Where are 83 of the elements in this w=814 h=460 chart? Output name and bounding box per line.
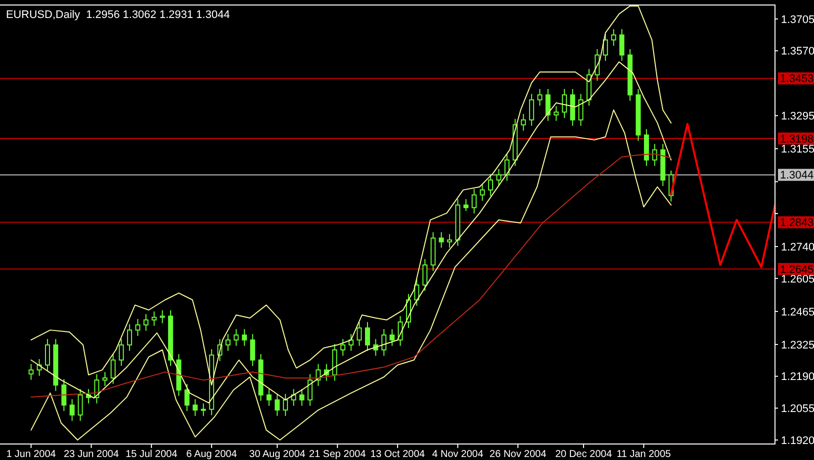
candlestick [438, 232, 444, 248]
candlestick [135, 318, 140, 336]
candlestick [160, 310, 165, 324]
candlestick [529, 93, 534, 126]
candlestick [545, 88, 550, 122]
candlestick [242, 328, 247, 346]
y-tick-label: 1.3295 [781, 110, 814, 122]
y-tick-label: 1.3570 [781, 46, 814, 58]
candlestick [472, 188, 477, 214]
ref-line-label: 1.3453 [780, 73, 814, 86]
candlestick [61, 378, 66, 412]
candlestick [226, 334, 231, 352]
candlestick [200, 402, 206, 416]
candlestick [143, 314, 148, 332]
y-tick-label: 1.3705 [781, 14, 814, 26]
candlestick [291, 388, 296, 406]
candlestick [414, 278, 420, 306]
candlestick [381, 328, 386, 356]
candlestick [652, 143, 658, 166]
candlestick [496, 168, 502, 186]
candlestick [364, 322, 370, 352]
ref-line-label: 1.2645 [780, 264, 814, 276]
y-tick-label: 1.2605 [781, 273, 814, 286]
x-tick-label: 26 Nov 2004 [490, 449, 547, 460]
y-tick-label: 1.2465 [781, 306, 814, 318]
candlestick [44, 338, 50, 372]
ref-line-label: 1.2843 [780, 217, 814, 230]
candlestick [78, 388, 83, 422]
candlestick [390, 328, 395, 346]
candlestick [299, 388, 304, 406]
candlestick [127, 324, 132, 352]
y-tick-label: 1.1920 [781, 434, 814, 447]
candlestick [520, 113, 526, 132]
x-tick-label: 6 Aug 2004 [186, 449, 238, 460]
x-tick-label: 1 Jun 2004 [6, 449, 56, 460]
y-tick-label: 1.2190 [781, 371, 814, 384]
ref-line-label: 1.3198 [780, 133, 814, 146]
candlestick [422, 258, 428, 292]
candlestick [578, 93, 584, 126]
x-tick-label: 21 Sep 2004 [309, 449, 366, 460]
candlestick [356, 322, 362, 346]
candlestick [463, 198, 468, 212]
candlestick [308, 374, 313, 406]
x-tick-label: 23 Jun 2004 [64, 449, 120, 460]
y-tick-label: 1.2055 [781, 402, 814, 415]
candlestick [250, 334, 256, 366]
x-tick-label: 13 Oct 2004 [370, 449, 426, 460]
y-tick-label: 1.2740 [781, 241, 814, 254]
candlestick [488, 174, 494, 196]
y-tick-label: 1.3155 [781, 144, 814, 156]
candlestick [28, 364, 34, 380]
candlestick [184, 384, 190, 412]
line-series [670, 122, 775, 268]
candlestick [118, 338, 124, 366]
candlestick [152, 310, 157, 326]
candlestick [602, 34, 608, 62]
y-tick-label: 1.2325 [781, 339, 814, 352]
candlestick [537, 88, 542, 106]
candlestick [266, 388, 272, 406]
x-tick-label: 15 Jul 2004 [126, 449, 178, 460]
candlestick [611, 28, 616, 46]
candlestick [562, 88, 567, 118]
x-tick-label: 4 Nov 2004 [432, 449, 484, 460]
chart-title: EURUSD,Daily 1.2956 1.3062 1.2931 1.3044 [6, 9, 230, 21]
x-tick-label: 20 Dec 2004 [555, 449, 612, 460]
candlestick [110, 354, 116, 384]
candlestick [340, 338, 346, 356]
x-tick-label: 30 Aug 2004 [249, 449, 306, 460]
candlestick [70, 398, 75, 422]
candlestick [102, 372, 108, 386]
candlestick [234, 328, 239, 346]
candlestick [447, 234, 452, 248]
candlestick [480, 184, 485, 202]
candlestick [619, 28, 624, 62]
candlestick [504, 154, 510, 182]
candlestick [282, 393, 288, 416]
ref-line-label: 1.3044 [780, 170, 814, 182]
candlestick [348, 334, 354, 352]
candlestick [594, 48, 600, 82]
candlestick [554, 106, 559, 122]
candlestick [274, 393, 280, 416]
x-tick-label: 11 Jan 2005 [616, 449, 672, 460]
candlestick [192, 398, 198, 416]
